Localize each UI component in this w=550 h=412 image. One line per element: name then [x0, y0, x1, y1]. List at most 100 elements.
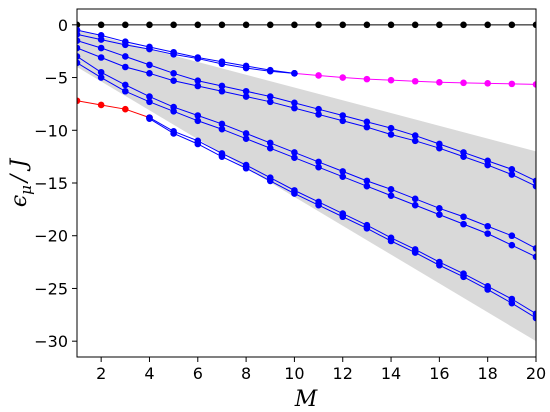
data-point — [242, 93, 250, 100]
tick-layer: 2 4 6 8 10 12 14 16 18 20 0 −5 −10 −15 −20 −25 −30 — [34, 16, 546, 383]
data-point — [532, 314, 536, 322]
data-point — [339, 173, 347, 180]
data-point — [170, 51, 177, 58]
data-point — [315, 158, 322, 166]
data-point — [122, 41, 129, 49]
x-tick-label: 2 — [96, 364, 106, 383]
data-point — [146, 93, 153, 100]
data-point — [411, 201, 419, 209]
x-tick-label: 20 — [526, 364, 546, 383]
data-point — [291, 154, 298, 161]
data-point — [387, 124, 395, 132]
shaded-band-layer — [77, 30, 536, 342]
series-line — [77, 62, 536, 258]
data-point — [266, 139, 274, 147]
data-point — [339, 213, 347, 221]
data-point — [218, 125, 226, 133]
data-point — [436, 21, 443, 29]
data-point — [291, 70, 298, 77]
data-point — [436, 211, 443, 218]
data-point — [339, 117, 347, 125]
data-point — [291, 190, 298, 197]
data-point — [218, 153, 226, 160]
data-point — [242, 130, 250, 137]
data-point — [315, 111, 322, 118]
data-point — [218, 21, 226, 29]
y-tick-label: −30 — [34, 332, 68, 351]
data-point — [532, 21, 536, 29]
data-point — [484, 21, 491, 29]
series-blue-8 — [77, 59, 536, 261]
data-point — [266, 144, 274, 152]
series-line — [77, 33, 295, 74]
data-point — [242, 64, 250, 72]
x-tick-label: 4 — [144, 364, 154, 383]
data-point — [484, 161, 491, 169]
data-point — [436, 78, 443, 86]
data-point — [266, 177, 274, 185]
data-point — [339, 168, 347, 175]
data-point — [315, 72, 322, 79]
series-layer — [77, 21, 536, 322]
data-point — [77, 37, 81, 44]
data-point — [97, 44, 105, 52]
data-point — [460, 153, 467, 160]
y-axis-label-main: ϵ — [7, 195, 32, 207]
data-point — [363, 177, 371, 185]
data-point — [387, 131, 395, 138]
data-point — [266, 67, 274, 75]
data-point — [508, 299, 516, 307]
data-point — [77, 31, 81, 38]
data-point — [484, 230, 491, 237]
data-point — [363, 182, 371, 190]
data-point — [387, 21, 395, 29]
y-axis-label-tail: / J — [7, 158, 32, 184]
data-point — [339, 21, 347, 29]
data-point — [387, 76, 395, 84]
y-tick-label: −10 — [34, 121, 68, 140]
data-point — [122, 63, 129, 71]
data-point — [411, 195, 419, 203]
data-point — [387, 186, 395, 193]
data-point — [363, 75, 371, 83]
data-point — [532, 81, 536, 88]
data-point — [411, 132, 419, 139]
data-point — [532, 182, 536, 190]
data-point — [218, 60, 226, 68]
data-point — [194, 117, 202, 125]
series-line — [77, 56, 536, 249]
data-point — [242, 135, 250, 143]
data-point — [97, 21, 105, 29]
data-point — [363, 118, 371, 126]
data-point — [291, 21, 298, 29]
data-point — [97, 54, 105, 61]
y-tick-label: −20 — [34, 227, 68, 246]
data-point — [122, 53, 129, 60]
series-blue-7 — [77, 53, 536, 252]
series-magenta-2 — [291, 70, 536, 88]
series-blue-6 — [77, 44, 536, 190]
data-point — [484, 222, 491, 230]
data-point — [242, 87, 250, 95]
series-line — [77, 40, 536, 182]
data-point — [77, 44, 81, 52]
data-point — [266, 93, 274, 100]
data-point — [170, 70, 177, 77]
data-point — [122, 81, 129, 89]
y-axis-label: ϵμ/ J — [7, 158, 35, 207]
y-tick-label: 0 — [58, 16, 68, 35]
data-point — [508, 171, 516, 178]
data-point — [170, 107, 177, 115]
y-tick-label: −25 — [34, 279, 68, 298]
data-point — [484, 80, 491, 87]
data-point — [122, 105, 129, 113]
data-point — [97, 74, 105, 81]
data-point — [411, 21, 419, 29]
data-point — [532, 245, 536, 252]
data-point — [460, 79, 467, 87]
data-point — [411, 77, 419, 85]
data-point — [194, 82, 202, 90]
data-point — [218, 120, 226, 128]
y-axis-label-sub: μ — [17, 185, 35, 195]
